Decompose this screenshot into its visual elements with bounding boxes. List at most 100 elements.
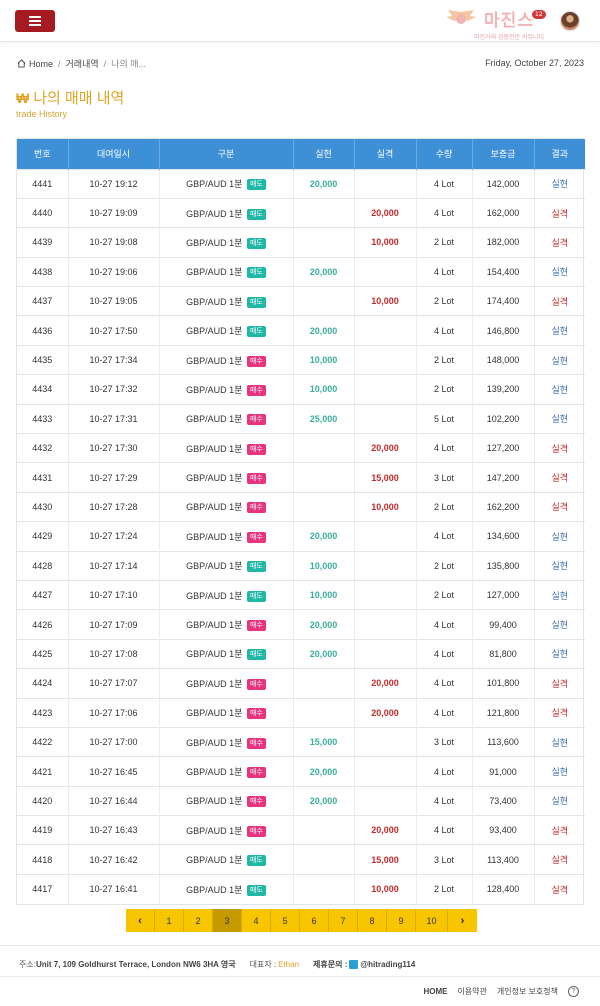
trade-id: 4424 (17, 668, 69, 699)
hamburger-menu-button[interactable] (15, 10, 55, 32)
trade-time: 10-27 17:09 (68, 609, 160, 640)
trade-pair: GBP/AUD 1분 (186, 796, 243, 807)
profit-value: 20,000 (293, 785, 355, 816)
trade-deposit: 135,800 (472, 550, 535, 581)
trade-history-table: 번호 대여일시 구분 실현 실격 수량 보증금 결과 4441 10-27 19:… (16, 138, 585, 905)
pagination-page-7[interactable]: 7 (329, 909, 358, 932)
telegram-icon (349, 960, 359, 969)
pagination-page-8[interactable]: 8 (358, 909, 387, 932)
trade-qty: 3 Lot (416, 462, 473, 493)
side-badge: 매도 (246, 884, 266, 896)
table-row: 4435 10-27 17:34 GBP/AUD 1분 매수 10,000 2 Lot 1… (17, 344, 585, 375)
loss-value: 20,000 (354, 668, 417, 699)
trade-time: 10-27 17:07 (68, 668, 160, 699)
site-logo[interactable]: 마진스 12 마진거래 검증전문 커뮤니티 (444, 4, 560, 41)
trade-pair: GBP/AUD 1분 (186, 561, 243, 572)
profit-value: 20,000 (293, 756, 355, 787)
trade-time: 10-27 17:28 (68, 491, 160, 522)
pagination-page-2[interactable]: 2 (184, 909, 213, 932)
footer-divider (0, 945, 600, 946)
trade-type: GBP/AUD 1분 매도 (159, 844, 294, 875)
side-badge: 매수 (246, 473, 266, 485)
trade-qty: 2 Lot (416, 374, 473, 405)
footer-link-terms[interactable]: 이용약관 (457, 987, 487, 996)
pagination-prev-button[interactable]: ‹ (126, 909, 155, 932)
footer-link-privacy[interactable]: 개인정보 보호정책 (496, 987, 558, 996)
side-badge: 매도 (246, 649, 266, 661)
loss-value: 10,000 (354, 286, 417, 316)
trade-id: 4426 (17, 609, 69, 640)
table-row: 4422 10-27 17:00 GBP/AUD 1분 매수 15,000 3 Lot 1… (17, 726, 585, 757)
trade-deposit: 128,400 (472, 873, 535, 904)
trade-type: GBP/AUD 1분 매도 (159, 286, 294, 316)
trade-result: 실격 (534, 873, 585, 904)
trade-pair: GBP/AUD 1분 (186, 767, 243, 777)
trade-time: 10-27 19:06 (68, 256, 160, 287)
footer-link-home[interactable]: HOME (423, 987, 448, 996)
trade-result: 실현 (534, 550, 585, 581)
trade-qty: 2 Lot (416, 227, 473, 258)
pagination-page-1[interactable]: 1 (155, 909, 184, 932)
side-badge: 매수 (246, 825, 266, 837)
breadcrumb-section[interactable]: 거래내역 (65, 59, 99, 69)
table-row: 4432 10-27 17:30 GBP/AUD 1분 매수 20,000 4 Lot 1… (17, 433, 585, 463)
trade-pair: GBP/AUD 1분 (186, 326, 243, 337)
column-header: 실격 (354, 139, 417, 169)
pagination-next-button[interactable]: › (448, 909, 477, 932)
pagination-page-10[interactable]: 10 (416, 909, 448, 932)
loss-value (354, 256, 417, 287)
trade-pair: GBP/AUD 1분 (186, 443, 243, 454)
trade-id: 4429 (17, 521, 69, 552)
trade-id: 4437 (17, 286, 69, 316)
table-row: 4429 10-27 17:24 GBP/AUD 1분 매수 20,000 4 Lot 1… (17, 521, 585, 552)
trade-qty: 4 Lot (416, 433, 473, 463)
trade-time: 10-27 19:12 (68, 168, 160, 199)
table-row: 4436 10-27 17:50 GBP/AUD 1분 매도 20,000 4 Lot 1… (17, 315, 585, 346)
profit-value (293, 844, 355, 875)
column-header: 번호 (17, 139, 69, 169)
trade-time: 10-27 17:10 (68, 579, 160, 610)
trade-deposit: 127,200 (472, 433, 535, 463)
profit-value: 25,000 (293, 403, 355, 434)
help-icon[interactable]: ? (568, 986, 579, 997)
pagination-page-9[interactable]: 9 (387, 909, 416, 932)
breadcrumb-home[interactable]: Home (29, 58, 54, 69)
profit-value: 10,000 (293, 579, 355, 610)
table-row: 4430 10-27 17:28 GBP/AUD 1분 매수 10,000 2 Lot 1… (17, 491, 585, 522)
trade-pair: GBP/AUD 1분 (186, 237, 243, 248)
trade-time: 10-27 17:31 (68, 403, 160, 434)
side-badge: 매수 (246, 355, 266, 367)
trade-time: 10-27 16:44 (68, 785, 160, 816)
avatar[interactable] (560, 11, 580, 31)
trade-id: 4417 (17, 873, 69, 904)
trade-qty: 2 Lot (416, 579, 473, 610)
column-header: 수량 (416, 139, 473, 169)
trade-pair: GBP/AUD 1분 (186, 473, 243, 484)
contact-link[interactable]: @hitrading114 (360, 960, 416, 969)
trade-id: 4432 (17, 433, 69, 463)
trade-pair: GBP/AUD 1분 (186, 384, 243, 395)
rep-name: Ethan (278, 960, 300, 969)
trade-type: GBP/AUD 1분 매수 (159, 726, 294, 757)
column-header: 결과 (534, 139, 585, 169)
pagination-page-6[interactable]: 6 (300, 909, 329, 932)
column-header: 보증금 (472, 139, 535, 169)
loss-value (354, 726, 417, 757)
trade-id: 4430 (17, 491, 69, 522)
trade-id: 4421 (17, 756, 69, 787)
loss-value (354, 579, 417, 610)
table-row: 4437 10-27 19:05 GBP/AUD 1분 매도 10,000 2 Lot 1… (17, 286, 585, 316)
pagination-page-3[interactable]: 3 (213, 909, 242, 932)
trade-id: 4419 (17, 815, 69, 845)
trade-qty: 2 Lot (416, 344, 473, 375)
trade-time: 10-27 17:32 (68, 374, 160, 405)
trade-time: 10-27 19:08 (68, 227, 160, 258)
pagination-page-5[interactable]: 5 (271, 909, 300, 932)
trade-id: 4418 (17, 844, 69, 875)
table-row: 4426 10-27 17:09 GBP/AUD 1분 매수 20,000 4 Lot 9… (17, 609, 585, 640)
pagination-page-4[interactable]: 4 (242, 909, 271, 932)
trade-pair: GBP/AUD 1분 (186, 179, 243, 190)
trade-result: 실현 (534, 756, 585, 787)
loss-value (354, 344, 417, 375)
trade-id: 4422 (17, 726, 69, 757)
